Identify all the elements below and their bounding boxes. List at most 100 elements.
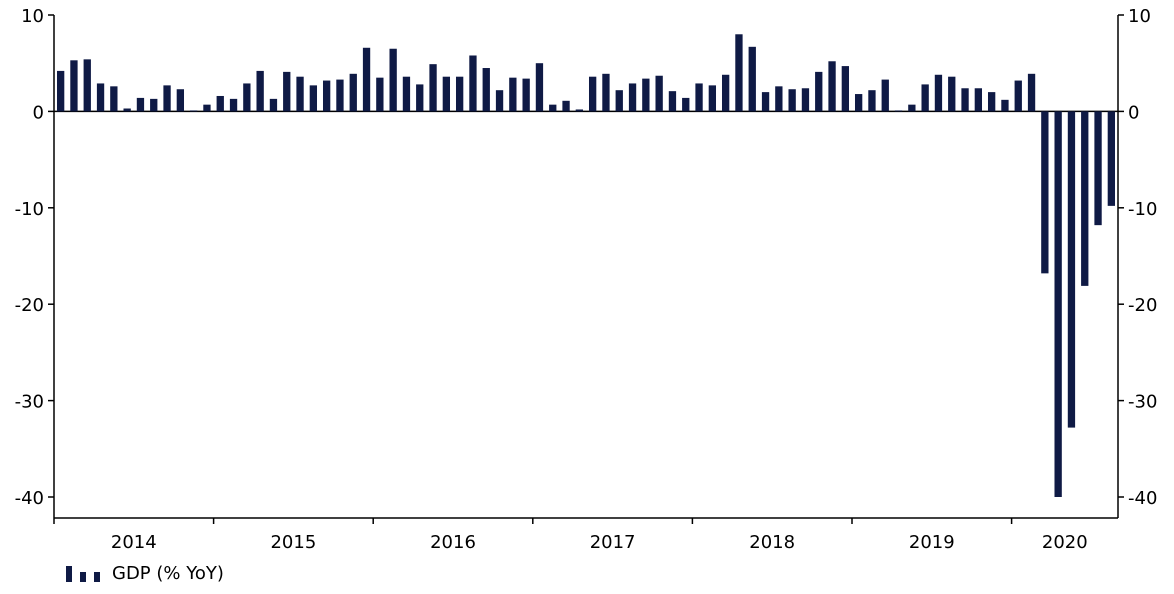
bar	[708, 85, 717, 112]
bar	[961, 88, 969, 112]
bar	[801, 88, 810, 112]
bar	[522, 78, 530, 112]
x-tick-label: 2016	[430, 532, 476, 553]
bar	[948, 76, 956, 112]
bar	[549, 104, 557, 112]
bar	[309, 85, 318, 112]
bar	[721, 74, 730, 112]
bar	[615, 90, 623, 112]
bar	[229, 98, 238, 112]
bar	[934, 74, 943, 112]
bar	[1107, 111, 1116, 206]
bar	[469, 55, 477, 112]
y-tick-label-right: -10	[1128, 199, 1157, 220]
bar	[828, 61, 836, 112]
bar	[495, 90, 504, 112]
y-tick-label-left: -40	[15, 488, 44, 509]
bar	[1054, 111, 1062, 498]
bar	[602, 73, 610, 112]
bar	[788, 89, 796, 112]
bar	[455, 76, 464, 112]
x-tick-label: 2018	[749, 532, 795, 553]
x-tick-label: 2020	[1042, 532, 1088, 553]
bar	[854, 94, 863, 112]
y-tick-label-left: -20	[15, 295, 44, 316]
bar	[841, 66, 850, 112]
y-tick-label-right: -30	[1128, 392, 1157, 413]
bar	[349, 73, 357, 112]
bar	[562, 100, 570, 112]
y-tick-label-left: 10	[21, 6, 44, 27]
bar	[695, 83, 703, 112]
bar	[269, 98, 278, 112]
bar	[189, 110, 198, 112]
bar	[974, 88, 983, 112]
bar	[336, 79, 344, 112]
bar	[429, 64, 437, 112]
bar	[389, 48, 397, 112]
bar	[283, 71, 291, 112]
bar	[442, 76, 451, 112]
bar	[402, 76, 411, 112]
x-tick-label: 2019	[909, 532, 955, 553]
x-tick-label: 2017	[590, 532, 636, 553]
bar	[894, 110, 903, 112]
bar	[575, 109, 584, 112]
bar	[655, 75, 663, 112]
bar	[216, 95, 224, 112]
bar	[921, 84, 929, 112]
y-tick-label-left: -10	[15, 199, 44, 220]
bar	[987, 92, 996, 112]
bar	[748, 46, 756, 112]
bar	[735, 34, 743, 112]
bar	[1067, 111, 1076, 428]
bar	[628, 83, 637, 112]
bar	[815, 71, 823, 112]
bar	[1081, 111, 1089, 286]
y-tick-label-left: -30	[15, 392, 44, 413]
bar	[761, 92, 770, 112]
y-tick-label-right: -20	[1128, 295, 1157, 316]
bar	[362, 47, 371, 112]
bar	[1001, 99, 1009, 112]
bar	[668, 91, 677, 112]
bar	[1094, 111, 1102, 226]
bar	[96, 83, 105, 112]
y-tick-label-right: 0	[1128, 102, 1139, 123]
legend-bar-icon	[66, 565, 100, 582]
bar	[176, 89, 185, 112]
bar	[908, 104, 916, 112]
bar	[163, 85, 171, 112]
bar	[322, 80, 331, 112]
bar	[243, 83, 251, 112]
bar	[56, 70, 65, 112]
bar	[256, 70, 264, 112]
bar	[376, 77, 384, 112]
bar	[868, 90, 876, 112]
bar	[509, 77, 517, 112]
bar	[1027, 73, 1036, 112]
bar	[123, 108, 131, 112]
bar	[482, 68, 490, 112]
bar	[416, 84, 424, 112]
bar	[70, 60, 78, 112]
legend: GDP (% YoY)	[66, 563, 224, 584]
bar	[1041, 111, 1049, 274]
bar	[535, 63, 544, 112]
x-tick-label: 2015	[270, 532, 316, 553]
legend-label: GDP (% YoY)	[112, 563, 224, 584]
bar	[203, 104, 211, 112]
bar	[881, 79, 889, 112]
bar	[110, 86, 118, 112]
bar	[1014, 80, 1022, 112]
bar	[775, 86, 783, 112]
y-tick-label-right: 10	[1128, 6, 1151, 27]
x-tick-label: 2014	[111, 532, 157, 553]
bar	[150, 98, 158, 112]
bar	[296, 76, 304, 112]
bar	[682, 97, 690, 112]
y-tick-label-left: 0	[33, 102, 44, 123]
bar	[136, 97, 145, 112]
bar	[588, 76, 597, 112]
